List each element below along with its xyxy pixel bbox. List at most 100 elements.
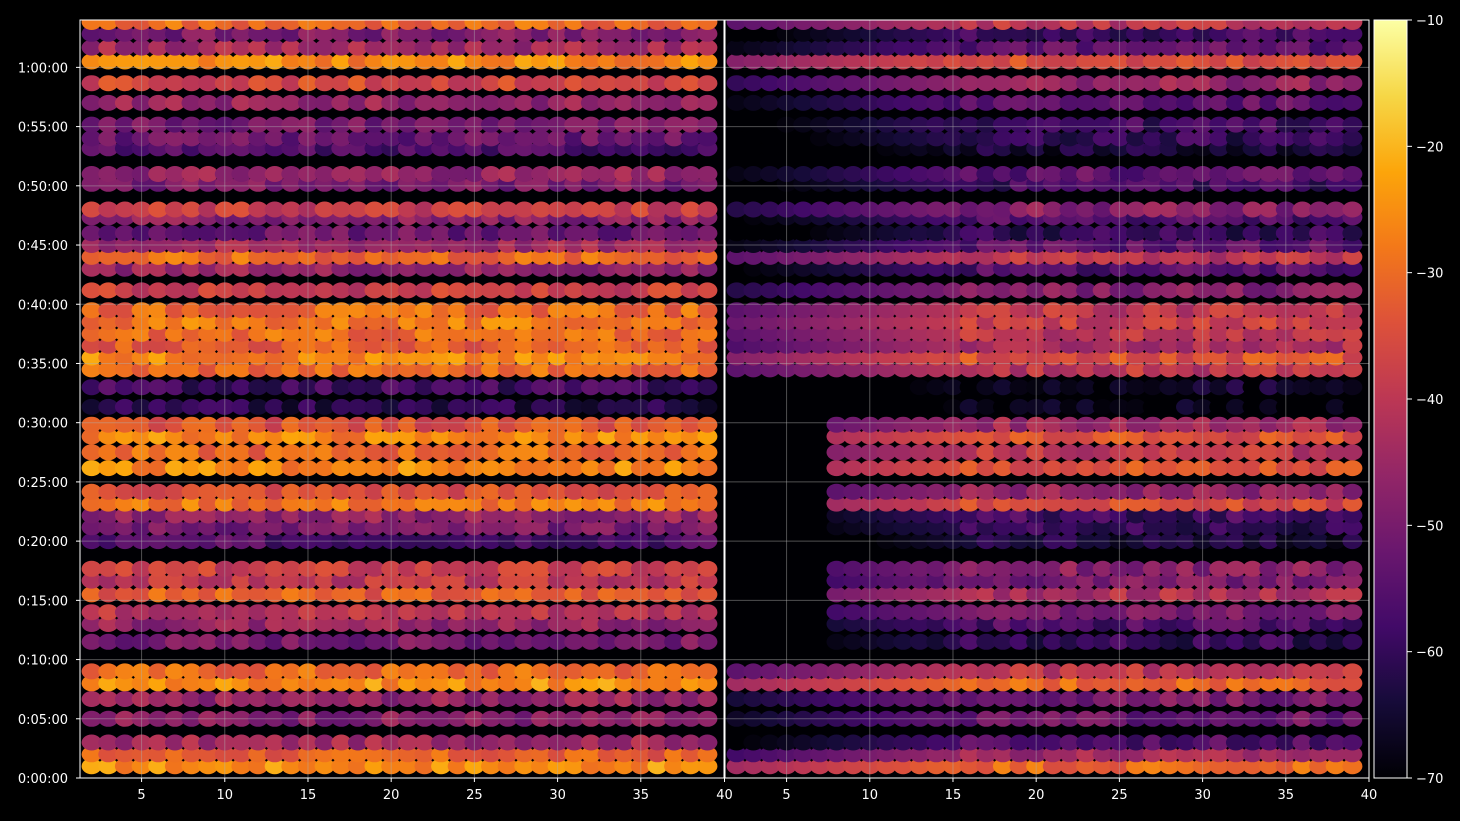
heatmap-cell (497, 507, 518, 524)
heatmap-cell (1292, 710, 1313, 727)
heatmap-cell (1225, 758, 1246, 775)
heatmap-cell (531, 398, 551, 415)
heatmap-cell (726, 20, 747, 30)
heatmap-cell (1342, 361, 1363, 378)
heatmap-cell (726, 260, 747, 277)
heatmap-cell (248, 460, 269, 477)
heatmap-cell (1242, 560, 1263, 577)
heatmap-cell (893, 507, 914, 524)
heatmap-cell (347, 116, 368, 133)
heatmap-cell (909, 495, 930, 512)
heatmap-cell (726, 302, 747, 319)
heatmap-cell (893, 572, 914, 589)
heatmap-cell (1176, 633, 1196, 650)
heatmap-cell (976, 519, 997, 536)
heatmap-cell (926, 519, 947, 536)
heatmap-cell (264, 519, 285, 536)
heatmap-cell (959, 379, 980, 396)
heatmap-cell (564, 746, 585, 763)
heatmap-cell (1192, 75, 1213, 92)
heatmap-cell (976, 39, 997, 56)
heatmap-cell (114, 337, 135, 354)
heatmap-cell (531, 225, 551, 242)
heatmap-cell (397, 225, 418, 242)
heatmap-cell (364, 260, 385, 277)
heatmap-cell (264, 75, 285, 92)
heatmap-cell (597, 116, 618, 133)
heatmap-cell (697, 519, 718, 536)
heatmap-cell (664, 675, 685, 692)
heatmap-cell (198, 691, 219, 707)
heatmap-cell (1076, 337, 1097, 354)
heatmap-cell (1059, 201, 1080, 218)
heatmap-cell (1192, 560, 1213, 577)
heatmap-cell (1292, 166, 1313, 182)
heatmap-cell (464, 39, 485, 56)
heatmap-cell (614, 314, 635, 330)
heatmap-cell (431, 398, 452, 415)
heatmap-cell (843, 572, 864, 589)
heatmap-cell (397, 691, 418, 707)
heatmap-cell (148, 616, 169, 632)
heatmap-cell (793, 20, 814, 30)
heatmap-cell (214, 416, 235, 433)
heatmap-cell (1159, 282, 1180, 299)
heatmap-cell (1292, 758, 1313, 775)
heatmap-cell (148, 53, 169, 70)
heatmap-cell (198, 507, 219, 524)
heatmap-cell (514, 201, 535, 218)
heatmap-cell (164, 282, 185, 299)
heatmap-cell (397, 460, 418, 477)
heatmap-cell (943, 460, 963, 477)
heatmap-cell (1076, 248, 1097, 265)
heatmap-cell (809, 710, 830, 727)
heatmap-cell (1192, 533, 1213, 550)
heatmap-cell (164, 20, 185, 30)
heatmap-cell (1275, 533, 1296, 550)
heatmap-cell (231, 519, 252, 536)
heatmap-cell (481, 444, 501, 461)
heatmap-cell (809, 533, 830, 550)
heatmap-cell (514, 560, 535, 577)
heatmap-cell (1242, 444, 1263, 461)
heatmap-cell (564, 361, 585, 378)
heatmap-cell (680, 507, 701, 524)
heatmap-cell (531, 379, 551, 396)
heatmap-cell (809, 691, 830, 707)
heatmap-cell (481, 302, 501, 319)
heatmap-cell (1225, 663, 1246, 680)
heatmap-cell (743, 225, 764, 242)
heatmap-cell (1342, 302, 1363, 319)
heatmap-cell (481, 428, 501, 445)
heatmap-cell (564, 379, 585, 396)
heatmap-cell (992, 746, 1013, 763)
heatmap-cell (281, 691, 302, 707)
heatmap-cell (347, 361, 368, 378)
heatmap-cell (726, 460, 747, 477)
heatmap-cell (1292, 379, 1313, 396)
heatmap-cell (664, 560, 685, 577)
heatmap-cell (231, 416, 252, 433)
heatmap-cell (664, 94, 685, 111)
heatmap-cell (314, 248, 335, 265)
heatmap-cell (464, 248, 485, 265)
heatmap-cell (893, 675, 914, 692)
heatmap-cell (131, 325, 152, 342)
heatmap-cell (664, 604, 685, 621)
heatmap-cell (248, 746, 269, 763)
heatmap-cell (776, 25, 797, 42)
heatmap-cell (726, 560, 747, 577)
heatmap-cell (909, 361, 930, 378)
heatmap-cell (431, 260, 452, 277)
heatmap-cell (298, 94, 318, 111)
heatmap-cell (876, 746, 897, 763)
heatmap-cell (630, 416, 651, 433)
heatmap-cell (1042, 398, 1063, 415)
heatmap-cell (647, 25, 668, 42)
heatmap-cell (298, 260, 318, 277)
heatmap-cell (697, 75, 718, 92)
heatmap-cell (1092, 675, 1113, 692)
heatmap-cell (547, 586, 568, 603)
y-tick-label: 0:30:00 (18, 417, 68, 432)
heatmap-cell (514, 734, 535, 751)
